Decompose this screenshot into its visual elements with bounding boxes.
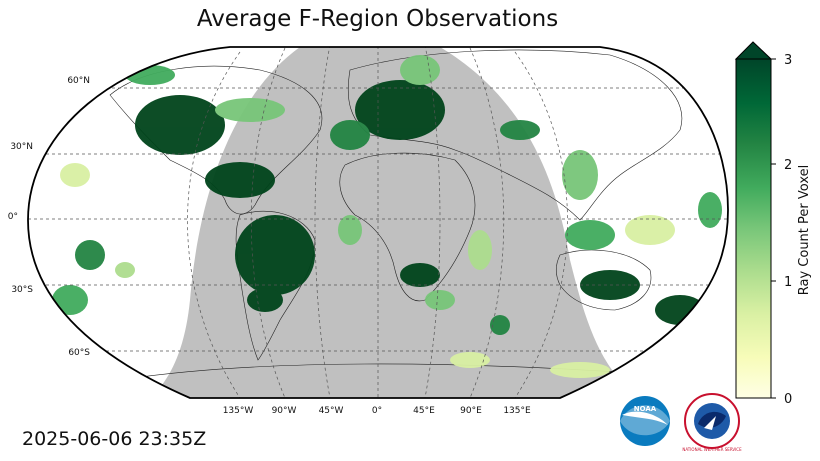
lat-label-30n: 30°N bbox=[10, 142, 33, 152]
africa-outline bbox=[339, 152, 476, 302]
colorbar-tick-2: 2 bbox=[784, 158, 792, 173]
lon-label-90e: 90°E bbox=[460, 406, 482, 416]
globe-outline bbox=[27, 46, 729, 399]
nws-logo: NATIONAL WEATHER SERVICE bbox=[682, 393, 742, 452]
lat-label-30s: 30°S bbox=[11, 285, 33, 295]
lat-label-eq: 0° bbox=[8, 212, 18, 222]
colorbar-tick-0: 0 bbox=[784, 392, 792, 407]
lon-label-45w: 45°W bbox=[319, 406, 344, 416]
lon-label-135w: 135°W bbox=[223, 406, 254, 416]
colorbar-tick-3: 3 bbox=[784, 53, 792, 68]
lat-label-60s: 60°S bbox=[68, 348, 90, 358]
map-title: Average F-Region Observations bbox=[196, 6, 559, 32]
australia-outline bbox=[555, 249, 652, 311]
eurasia-outline bbox=[347, 49, 683, 221]
colorbar-label: Ray Count Per Voxel bbox=[797, 165, 812, 295]
noaa-logo: NOAA bbox=[620, 396, 670, 446]
svg-text:NOAA: NOAA bbox=[634, 405, 657, 413]
colorbar-gradient bbox=[735, 58, 772, 399]
svg-text:NATIONAL WEATHER SERVICE: NATIONAL WEATHER SERVICE bbox=[682, 447, 742, 452]
lon-label-135e: 135°E bbox=[503, 406, 531, 416]
timestamp: 2025-06-06 23:35Z bbox=[22, 428, 207, 450]
colorbar-tick-1: 1 bbox=[784, 275, 792, 290]
observation-density bbox=[52, 55, 722, 378]
lon-label-0: 0° bbox=[372, 406, 382, 416]
colorbar-extend-arrow bbox=[734, 41, 773, 60]
lat-label-60n: 60°N bbox=[67, 76, 90, 86]
lon-label-45e: 45°E bbox=[413, 406, 435, 416]
lon-label-90w: 90°W bbox=[272, 406, 297, 416]
